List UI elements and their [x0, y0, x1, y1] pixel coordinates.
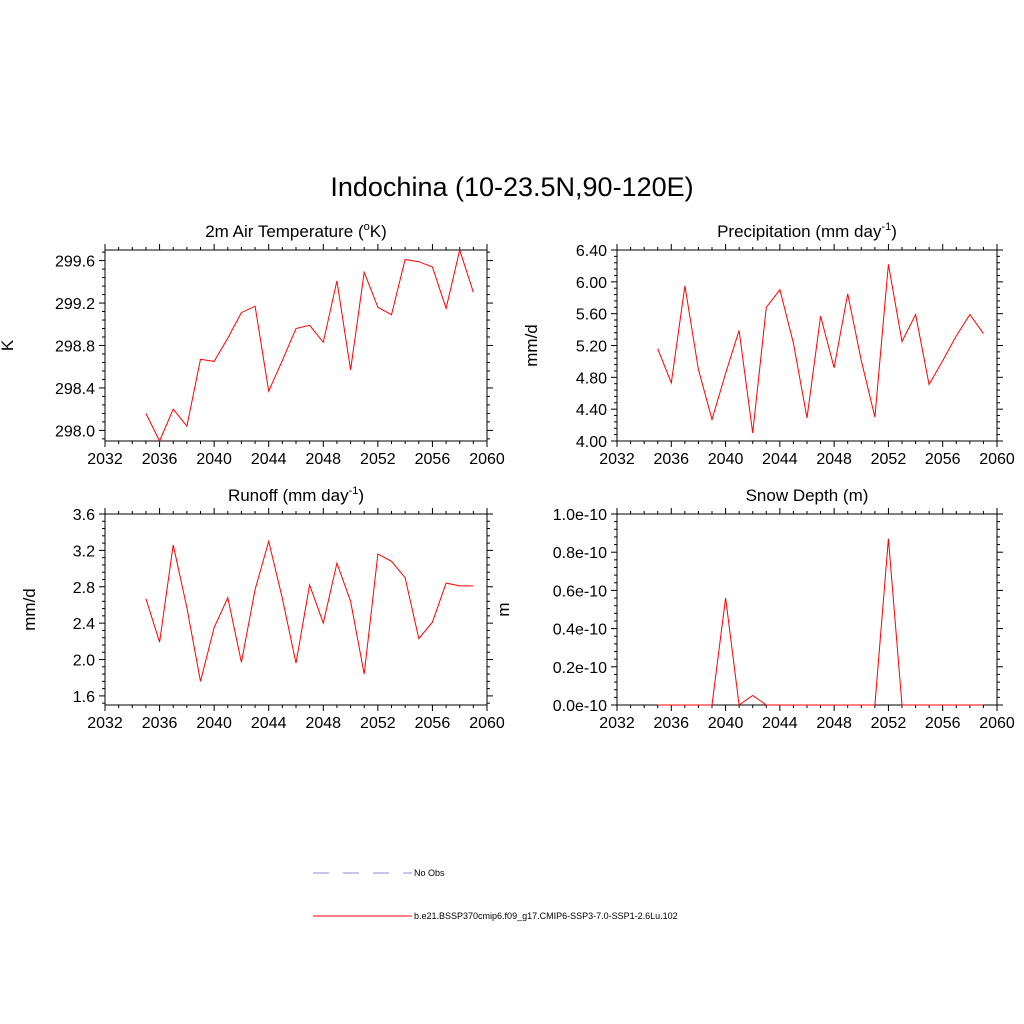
plot-frame — [616, 513, 998, 706]
y-tick-label: 2.0 — [73, 653, 95, 670]
x-tick-label: 2036 — [653, 451, 689, 468]
x-tick-label: 2044 — [251, 451, 287, 468]
series-line-air-temperature — [145, 248, 474, 443]
series-line-precipitation — [657, 264, 984, 434]
series-line-snow-depth — [657, 538, 984, 706]
x-tick-label: 2044 — [251, 715, 287, 732]
panel-title: Precipitation (mm day-1) — [717, 221, 897, 241]
y-tick-label: 0.0e-10 — [553, 698, 607, 715]
x-tick-label: 2048 — [816, 451, 852, 468]
x-tick-label: 2036 — [653, 715, 689, 732]
y-tick-label: 299.2 — [55, 296, 95, 313]
x-tick-label: 2056 — [415, 451, 451, 468]
x-tick-label: 2032 — [87, 715, 123, 732]
legend-label-model: b.e21.BSSP370cmip6.f09_g17.CMIP6-SSP3-7.… — [414, 911, 678, 921]
x-tick-label: 2060 — [469, 451, 505, 468]
y-tick-label: 0.2e-10 — [553, 660, 607, 677]
x-tick-label: 2052 — [871, 715, 907, 732]
y-tick-label: 2.4 — [73, 616, 95, 633]
panels-group: 2032 2036 2040 2044 2048 2052 2056 2060 298.0 298… — [0, 221, 1015, 732]
x-tick-label: 2040 — [196, 451, 232, 468]
x-tick-label: 2056 — [925, 715, 961, 732]
y-tick-label: 4.40 — [576, 402, 607, 419]
y-tick-label: 1.0e-10 — [553, 507, 607, 524]
plot-frame — [104, 513, 488, 706]
x-tick-label: 2036 — [142, 451, 178, 468]
plot-frame — [616, 249, 998, 442]
x-tick-label: 2044 — [762, 451, 798, 468]
panel-air-temperature: 2032 2036 2040 2044 2048 2052 2056 2060 298.0 298… — [0, 221, 505, 468]
x-tick-label: 2060 — [979, 451, 1015, 468]
y-tick-label: 299.6 — [55, 254, 95, 271]
y-axis-label: K — [0, 339, 17, 351]
x-tick-label: 2060 — [469, 715, 505, 732]
figure-title: Indochina (10-23.5N,90-120E) — [330, 172, 693, 202]
y-tick-label: 2.8 — [73, 580, 95, 597]
panel-title: Runoff (mm day-1) — [228, 485, 364, 505]
y-tick-label: 298.4 — [55, 381, 95, 398]
y-tick-label: 0.8e-10 — [553, 545, 607, 562]
x-tick-label: 2052 — [360, 451, 396, 468]
x-tick-label: 2048 — [305, 715, 341, 732]
y-tick-label: 0.4e-10 — [553, 622, 607, 639]
y-tick-label: 3.6 — [73, 507, 95, 524]
x-tick-label: 2060 — [979, 715, 1015, 732]
y-tick-label: 6.40 — [576, 243, 607, 260]
x-tick-label: 2032 — [87, 451, 123, 468]
x-tick-label: 2032 — [599, 451, 635, 468]
x-tick-label: 2048 — [305, 451, 341, 468]
y-tick-label: 4.80 — [576, 370, 607, 387]
y-tick-label: 6.00 — [576, 275, 607, 292]
y-axis-label: mm/d — [522, 324, 541, 367]
x-tick-label: 2052 — [360, 715, 396, 732]
x-tick-label: 2048 — [816, 715, 852, 732]
panel-title: 2m Air Temperature (oK) — [205, 221, 387, 241]
y-tick-label: 298.0 — [55, 423, 95, 440]
x-tick-label: 2052 — [871, 451, 907, 468]
plot-frame — [104, 249, 488, 442]
x-tick-label: 2056 — [415, 715, 451, 732]
x-tick-label: 2040 — [708, 715, 744, 732]
panel-runoff: 2032 2036 2040 2044 2048 2052 2056 2060 1.6 2.0 2.… — [20, 485, 505, 732]
x-tick-label: 2036 — [142, 715, 178, 732]
panel-snow-depth: 2032 2036 2040 2044 2048 2052 2056 2060 0.0e-10 0… — [494, 486, 1015, 732]
x-tick-label: 2044 — [762, 715, 798, 732]
y-tick-label: 5.60 — [576, 307, 607, 324]
y-tick-label: 5.20 — [576, 339, 607, 356]
y-axis-label: m — [494, 602, 513, 616]
panel-precipitation: 2032 2036 2040 2044 2048 2052 2056 2060 4.00 4.40… — [522, 221, 1015, 468]
x-tick-label: 2040 — [196, 715, 232, 732]
x-tick-label: 2056 — [925, 451, 961, 468]
x-tick-label: 2032 — [599, 715, 635, 732]
y-axis-label: mm/d — [20, 588, 39, 631]
legend: No Obs b.e21.BSSP370cmip6.f09_g17.CMIP6-… — [313, 868, 678, 921]
y-tick-label: 1.6 — [73, 689, 95, 706]
series-line-runoff — [145, 539, 474, 682]
y-tick-label: 298.8 — [55, 339, 95, 356]
y-tick-label: 4.00 — [576, 434, 607, 451]
y-tick-label: 0.6e-10 — [553, 583, 607, 600]
x-tick-label: 2040 — [708, 451, 744, 468]
y-tick-label: 3.2 — [73, 543, 95, 560]
panel-title: Snow Depth (m) — [746, 486, 869, 505]
legend-label-no-obs: No Obs — [414, 868, 445, 878]
